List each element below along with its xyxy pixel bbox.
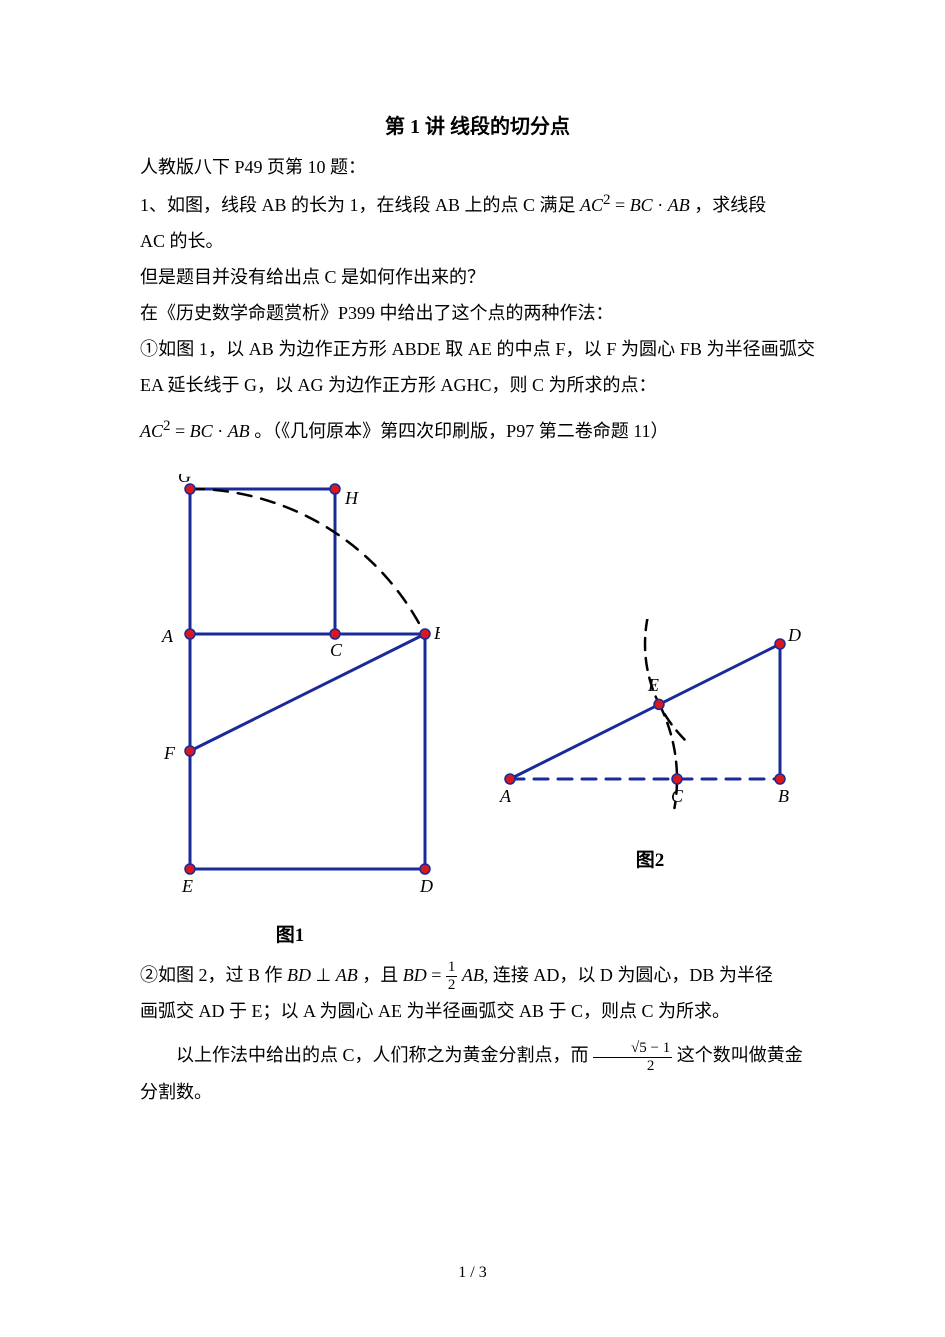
- svg-text:A: A: [499, 786, 512, 806]
- figure-1-caption: 图1: [276, 920, 305, 947]
- svg-text:F: F: [163, 743, 176, 763]
- method1-text: ①如图 1，以 AB 为边作正方形 ABDE 取 AE 的中点 F，以 F 为圆…: [140, 331, 815, 403]
- method2-frac-num: 1: [446, 960, 458, 977]
- svg-text:C: C: [330, 640, 343, 660]
- problem-suffix: ，求线段: [694, 195, 766, 215]
- golden-line2: 分割数。: [140, 1074, 815, 1110]
- svg-text:B: B: [778, 786, 789, 806]
- golden-suffix: 这个数叫做黄金: [677, 1045, 803, 1065]
- figure-2: A B D E C: [485, 619, 815, 839]
- problem-statement: 1、如图，线段 AB 的长为 1，在线段 AB 上的点 C 满足 AC2 = B…: [140, 185, 815, 223]
- svg-text:D: D: [419, 876, 433, 896]
- method1-source: 。（《几何原本》第四次印刷版，P97 第二卷命题 11）: [254, 421, 668, 441]
- method1-formula: AC2 = BC · AB: [140, 421, 250, 441]
- document-page: 第 1 讲 线段的切分点 人教版八下 P49 页第 10 题： 1、如图，线段 …: [0, 0, 945, 1337]
- method2-line2: 画弧交 AD 于 E；以 A 为圆心 AE 为半径画弧交 AB 于 C，则点 C…: [140, 993, 815, 1029]
- page-number: 1 / 3: [0, 1264, 945, 1282]
- golden-frac-den: 2: [593, 1058, 672, 1074]
- method2-mid2: 连接 AD，以 D 为圆心，DB 为半径: [493, 965, 773, 985]
- golden-frac-num: √5 − 1: [593, 1041, 672, 1058]
- body-text-2: ②如图 2，过 B 作 BD ⊥ AB ，且 BD = 1 2 AB, 连接 A…: [140, 957, 815, 1110]
- problem-prefix: 1、如图，线段 AB 的长为 1，在线段 AB 上的点 C 满足: [140, 195, 580, 215]
- golden-fraction: √5 − 1 2: [593, 1041, 672, 1074]
- method2-mid1: ，且: [362, 965, 403, 985]
- svg-text:H: H: [344, 488, 359, 508]
- method2-perp: BD ⊥ AB: [287, 965, 358, 985]
- golden-line1: 以上作法中给出的点 C，人们称之为黄金分割点，而 √5 − 1 2 这个数叫做黄…: [140, 1037, 815, 1073]
- note-1: 但是题目并没有给出点 C 是如何作出来的？: [140, 259, 815, 295]
- method2-line1: ②如图 2，过 B 作 BD ⊥ AB ，且 BD = 1 2 AB, 连接 A…: [140, 957, 815, 993]
- figures-row: G H A C B F E D 图1 A B D E C 图2: [140, 474, 815, 947]
- page-title: 第 1 讲 线段的切分点: [140, 110, 815, 139]
- method1-formula-line: AC2 = BC · AB 。（《几何原本》第四次印刷版，P97 第二卷命题 1…: [140, 411, 815, 449]
- problem-formula: AC2 = BC · AB: [580, 195, 690, 215]
- svg-text:B: B: [434, 623, 440, 643]
- figure-1: G H A C B F E D: [140, 474, 440, 914]
- svg-text:E: E: [181, 876, 193, 896]
- figure-1-wrap: G H A C B F E D 图1: [140, 474, 440, 947]
- note-2: 在《历史数学命题赏析》P399 中给出了这个点的两种作法：: [140, 295, 815, 331]
- method2-fraction: 1 2: [446, 960, 458, 993]
- figure-2-caption: 图2: [636, 845, 665, 872]
- method2-prefix: ②如图 2，过 B 作: [140, 965, 287, 985]
- method2-bd-eq: BD =: [403, 965, 446, 985]
- svg-text:G: G: [178, 474, 191, 486]
- figure-2-wrap: A B D E C 图2: [485, 619, 815, 872]
- svg-text:E: E: [647, 675, 659, 695]
- method2-frac-den: 2: [446, 977, 458, 993]
- svg-text:C: C: [671, 786, 684, 806]
- body-text: 人教版八下 P49 页第 10 题： 1、如图，线段 AB 的长为 1，在线段 …: [140, 149, 815, 449]
- golden-prefix: 以上作法中给出的点 C，人们称之为黄金分割点，而: [176, 1045, 593, 1065]
- svg-text:D: D: [787, 625, 801, 645]
- problem-line2: AC 的长。: [140, 223, 815, 259]
- method2-ab: AB,: [462, 965, 489, 985]
- svg-text:A: A: [161, 626, 174, 646]
- source-line: 人教版八下 P49 页第 10 题：: [140, 149, 815, 185]
